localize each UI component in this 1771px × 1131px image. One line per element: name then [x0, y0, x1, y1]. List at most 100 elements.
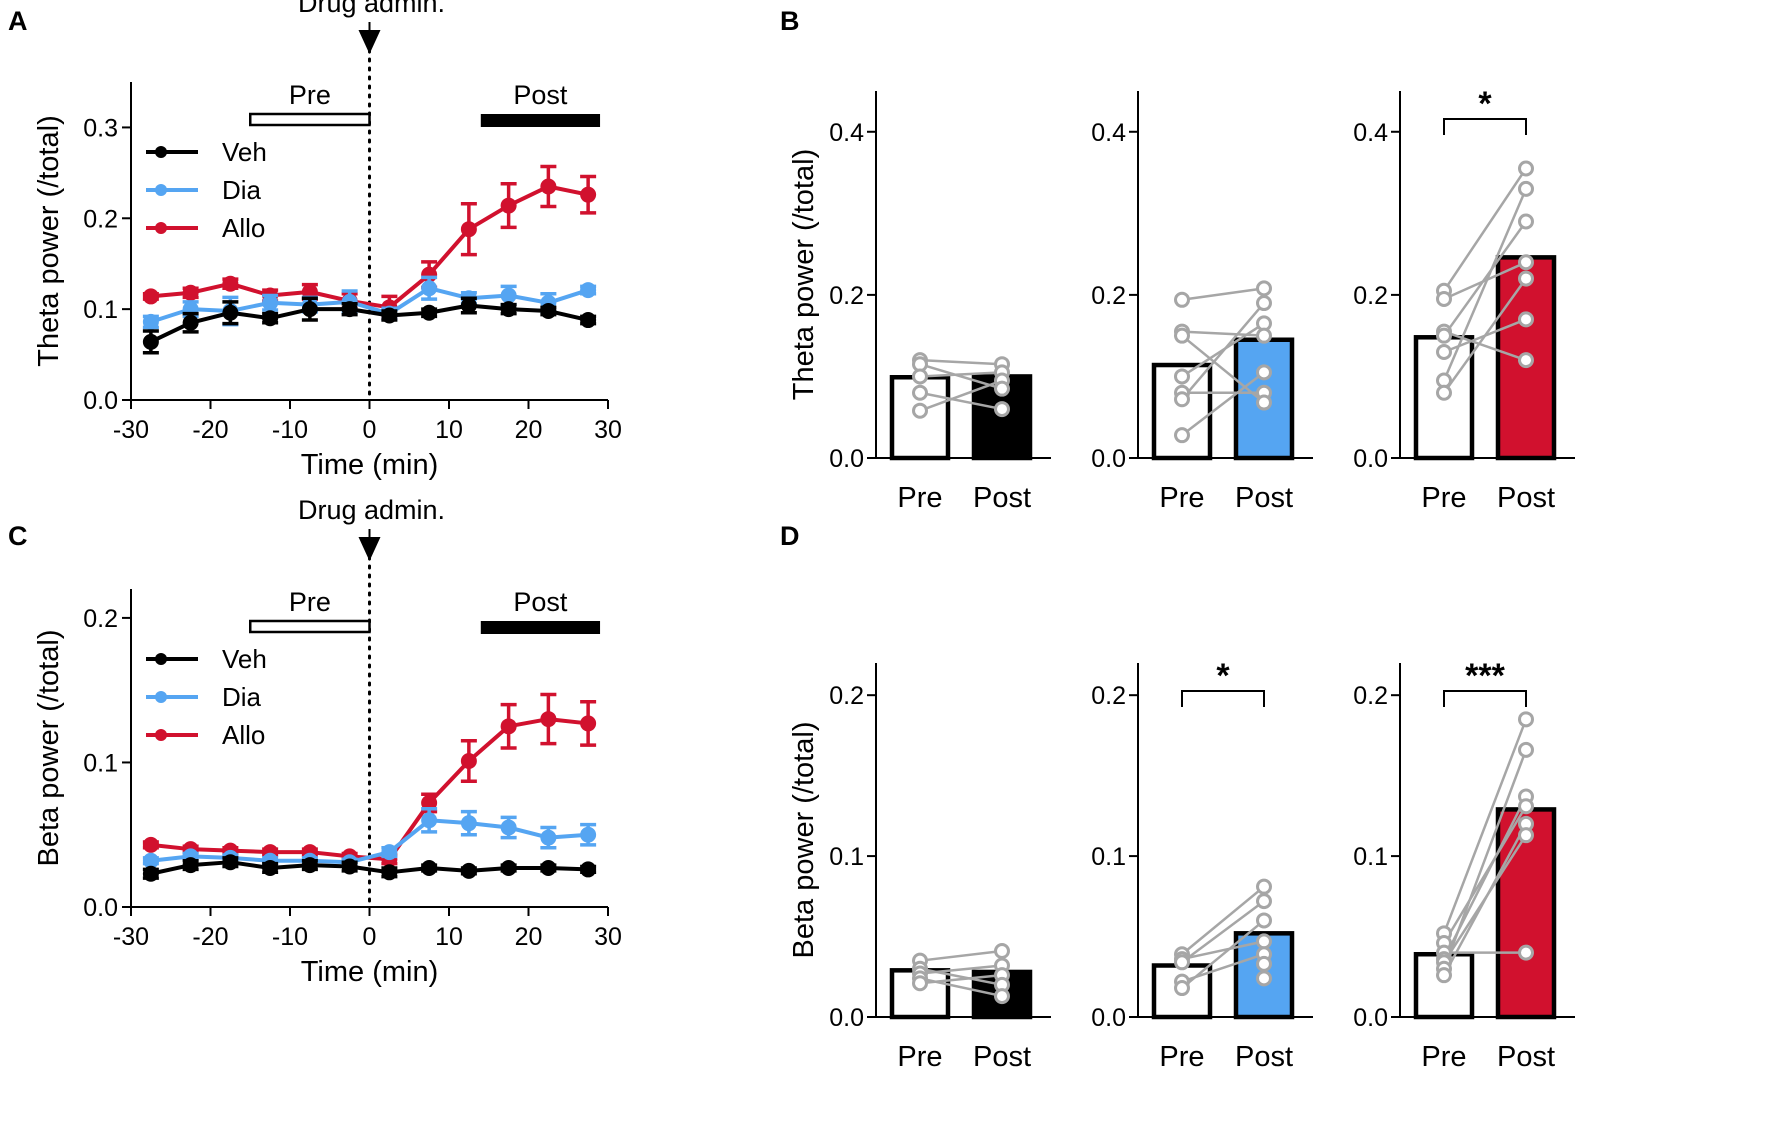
paired-line-veh	[919, 973, 1003, 985]
indiv-point-pre-veh	[912, 975, 928, 992]
paired-line-dia	[1181, 334, 1265, 404]
indiv-point-pre-dia	[1174, 391, 1190, 408]
indiv-point-pre-dia	[1174, 291, 1190, 308]
paired-line-dia	[1181, 302, 1265, 401]
legend-marker-allo	[155, 729, 167, 741]
indiv-point-pre-allo	[1436, 290, 1452, 307]
x-category-label-post: Post	[1497, 482, 1555, 514]
data-point-veh	[301, 857, 318, 874]
x-axis-title: Time (min)	[301, 956, 438, 988]
data-point-veh	[182, 857, 199, 874]
y-tick-label: 0.4	[1091, 119, 1126, 147]
paired-line-allo	[1443, 330, 1527, 362]
data-point-dia	[580, 282, 597, 299]
indiv-point-post-dia	[1256, 970, 1272, 987]
paired-line-allo	[1442, 805, 1528, 944]
data-point-dia	[142, 313, 159, 330]
y-tick-label: 0.2	[1091, 282, 1126, 310]
x-category-label-post: Post	[1497, 1041, 1555, 1073]
x-category-label-post: Post	[1235, 482, 1293, 514]
indiv-point-post-dia	[1256, 893, 1272, 910]
data-point-veh	[301, 301, 318, 318]
y-tick-label: 0.2	[1091, 682, 1126, 710]
indiv-point-post-dia	[1256, 295, 1272, 312]
pre-window-bar	[249, 619, 371, 634]
indiv-point-post-veh	[994, 988, 1010, 1005]
paired-line-dia	[1181, 330, 1265, 337]
y-tick-label: 0.4	[829, 119, 864, 147]
y-tick-label: 0.0	[83, 387, 118, 415]
y-tick-label: 0.0	[829, 1004, 864, 1032]
y-axis-title: Theta power (/total)	[33, 115, 65, 366]
indiv-point-pre-dia	[1174, 368, 1190, 385]
bar-post-allo	[1495, 807, 1557, 1020]
data-point-allo	[421, 794, 438, 811]
panel-letter-d: D	[780, 521, 800, 551]
panel-letter-b: B	[780, 6, 800, 36]
indiv-point-post-allo	[1518, 711, 1534, 728]
x-tick-label: 10	[435, 416, 463, 444]
drug-admin-label: Drug admin.	[298, 495, 445, 525]
post-window-label: Post	[513, 587, 568, 617]
indiv-point-post-dia	[1256, 280, 1272, 297]
data-point-allo	[540, 178, 557, 195]
y-tick-label: 0.0	[1353, 445, 1388, 473]
data-point-allo	[580, 186, 597, 203]
y-tick-label: 0.0	[829, 445, 864, 473]
paired-line-dia	[1181, 900, 1265, 964]
significance-bracket-allo	[1443, 118, 1527, 135]
paired-line-dia	[1181, 940, 1265, 961]
data-point-allo	[182, 284, 199, 301]
data-point-veh	[341, 301, 358, 318]
indiv-point-post-allo	[1518, 180, 1534, 197]
panel-a-theta-timecourse: 0.0 0.1 0.2 0.3 -30 -20 -10 0 10 20 30 Time (min) Th…	[33, 0, 622, 481]
paired-line-dia	[1181, 885, 1265, 956]
indiv-point-pre-dia	[1174, 980, 1190, 997]
x-tick-label: -10	[272, 923, 308, 951]
x-category-label-post: Post	[1235, 1041, 1293, 1073]
data-point-veh	[540, 302, 557, 319]
significance-label-dia: *	[1216, 657, 1230, 695]
y-tick-label: 0.0	[1091, 1004, 1126, 1032]
paired-line-allo	[1442, 220, 1528, 337]
x-tick-label: -20	[192, 923, 228, 951]
y-axis-title: Beta power (/total)	[33, 630, 65, 867]
indiv-point-pre-veh	[912, 384, 928, 401]
indiv-point-pre-allo	[1436, 327, 1452, 344]
paired-line-dia	[1181, 919, 1265, 990]
indiv-point-post-allo	[1518, 827, 1534, 844]
y-tick-label: 0.1	[83, 296, 118, 324]
paired-line-allo	[1442, 188, 1528, 382]
y-tick-label: 0.2	[829, 282, 864, 310]
x-tick-label: -30	[113, 416, 149, 444]
data-point-veh	[142, 865, 159, 882]
x-tick-label: -30	[113, 923, 149, 951]
data-point-dia	[580, 826, 597, 843]
bar-pre-allo	[1413, 951, 1475, 1020]
legend-marker-veh	[155, 146, 167, 158]
y-tick-label: 0.1	[829, 843, 864, 871]
y-tick-label: 0.2	[83, 605, 118, 633]
data-point-veh	[222, 304, 239, 321]
indiv-point-post-veh	[994, 401, 1010, 418]
y-tick-label: 0.2	[829, 682, 864, 710]
indiv-point-post-dia	[1256, 878, 1272, 895]
data-point-veh	[381, 307, 398, 324]
legend-label-allo: Allo	[222, 720, 265, 750]
y-tick-label: 0.0	[1091, 445, 1126, 473]
x-tick-label: 0	[363, 923, 377, 951]
data-point-allo	[142, 836, 159, 853]
data-point-veh	[421, 304, 438, 321]
significance-label-allo: ***	[1465, 657, 1505, 695]
y-tick-label: 0.2	[83, 205, 118, 233]
pre-window-bar	[249, 112, 371, 127]
indiv-point-pre-veh	[912, 368, 928, 385]
data-point-dia	[500, 287, 517, 304]
x-category-label-pre: Pre	[1421, 1041, 1466, 1073]
data-point-veh	[182, 314, 199, 331]
panel-b-theta-bars: Theta power (/total) 0.0 0.2 0.4 Pre Post 0.0 0…	[788, 85, 1575, 514]
data-point-allo	[460, 753, 477, 770]
data-point-veh	[381, 864, 398, 881]
y-tick-label: 0.0	[83, 894, 118, 922]
